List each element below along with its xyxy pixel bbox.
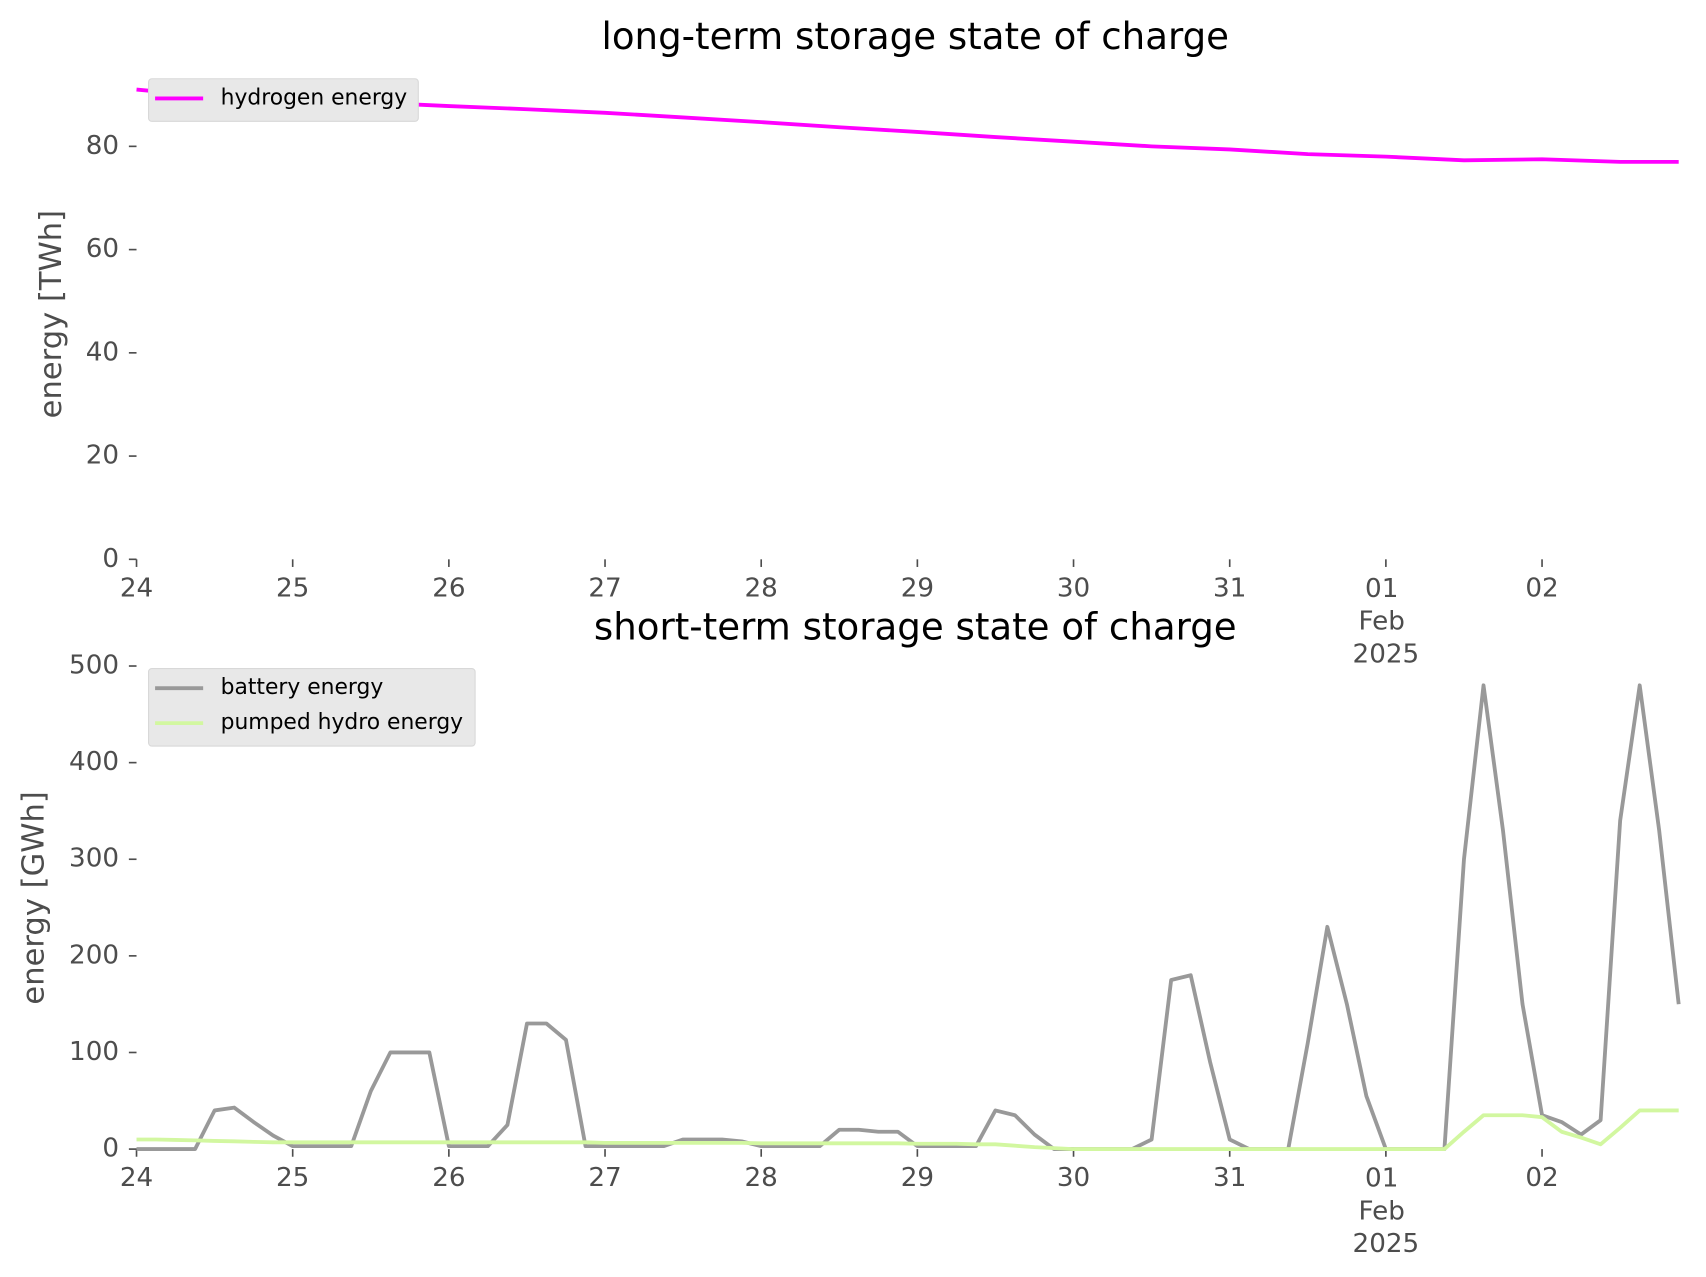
- series-line: [136, 1108, 1679, 1152]
- x-tick-label: 27: [588, 1163, 621, 1193]
- y-tick-label: 20: [86, 441, 119, 471]
- y-tick-label: 300: [69, 844, 119, 874]
- y-tick-label: 100: [69, 1037, 119, 1067]
- x-tick-label: 28: [745, 573, 778, 603]
- x-tick-label: 30: [1057, 1163, 1090, 1193]
- y-tick-label: 80: [86, 131, 119, 161]
- series-line: [136, 683, 1681, 1152]
- x-tick-label: 30: [1057, 573, 1090, 603]
- x-tick-label: 26: [432, 1163, 465, 1193]
- x-tick-label: 31: [1213, 573, 1246, 603]
- x-tick-label: 01 Feb 2025: [1353, 573, 1420, 669]
- x-tick-label: 02: [1525, 573, 1558, 603]
- y-tick-label: 200: [69, 940, 119, 970]
- y-tick-label: 500: [69, 651, 119, 681]
- legend: battery energy pumped hydro energy: [147, 667, 476, 747]
- legend: hydrogen energy: [147, 78, 419, 122]
- legend-box: [147, 667, 476, 747]
- x-tick-label: 29: [901, 573, 934, 603]
- x-tick-label: 28: [745, 1163, 778, 1193]
- x-tick-label: 29: [901, 1163, 934, 1193]
- chart-title: short-term storage state of charge: [594, 606, 1237, 649]
- legend-label: battery energy: [221, 675, 384, 700]
- chart-title: long-term storage state of charge: [602, 15, 1229, 58]
- x-tick-label: 24: [120, 573, 153, 603]
- x-tick-label: 26: [432, 573, 465, 603]
- legend-label: hydrogen energy: [221, 85, 408, 110]
- x-tick-label: 31: [1213, 1163, 1246, 1193]
- y-tick-label: 400: [69, 747, 119, 777]
- x-tick-label: 27: [588, 573, 621, 603]
- legend-label: pumped hydro energy: [221, 710, 464, 735]
- y-tick-label: 0: [102, 1134, 119, 1164]
- x-tick-label: 25: [276, 573, 309, 603]
- y-tick-label: 0: [102, 544, 119, 574]
- legend-box: [147, 78, 419, 122]
- y-axis-label: energy [TWh]: [34, 210, 69, 418]
- y-tick-label: 40: [86, 337, 119, 367]
- y-tick-label: 60: [86, 234, 119, 264]
- x-tick-label: 02: [1525, 1163, 1558, 1193]
- y-axis-label: energy [GWh]: [16, 791, 51, 1004]
- x-tick-label: 24: [120, 1163, 153, 1193]
- x-tick-label: 25: [276, 1163, 309, 1193]
- x-tick-label: 01 Feb 2025: [1353, 1163, 1420, 1259]
